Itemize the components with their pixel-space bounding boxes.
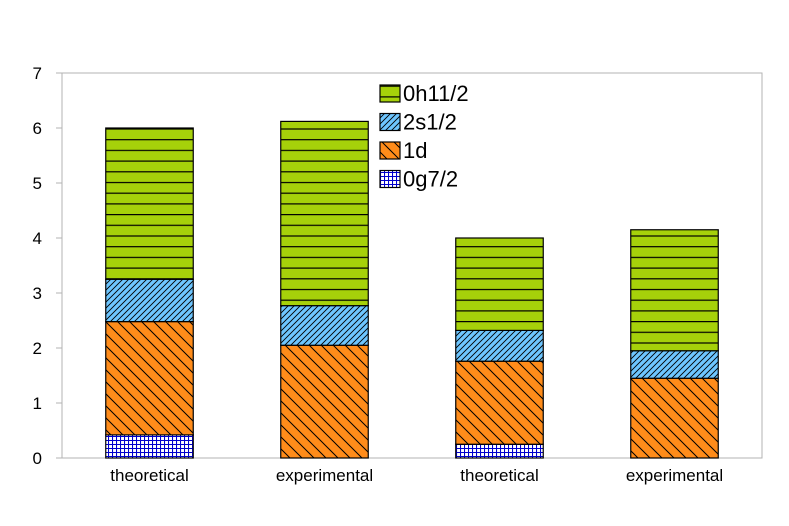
legend-label: 0g7/2 xyxy=(403,167,458,192)
bar-segment-0g7-2-1 xyxy=(105,434,194,459)
y-tick-label: 5 xyxy=(33,174,42,193)
bar-segment-0g7-2-3 xyxy=(455,443,544,459)
x-tick-label: theoretical xyxy=(460,466,538,485)
x-tick-label: experimental xyxy=(276,466,373,485)
legend-swatch xyxy=(379,112,401,132)
bar-segment-0h11-2-1 xyxy=(105,127,194,280)
bar-segment-2s1-2-4 xyxy=(630,350,719,379)
bar-segment-2s1-2-1 xyxy=(105,278,194,323)
y-tick-label: 7 xyxy=(33,64,42,83)
plot-area-frame xyxy=(61,72,763,459)
bar-segment-0h11-2-2 xyxy=(280,120,369,307)
legend-label: 2s1/2 xyxy=(403,110,457,135)
bar-segment-0h11-2-4 xyxy=(630,229,719,352)
x-tick-label: theoretical xyxy=(110,466,188,485)
bar-segment-1d-3 xyxy=(455,360,544,445)
bar-segment-2s1-2-2 xyxy=(280,305,369,346)
bar-segment-1d-4 xyxy=(630,377,719,459)
legend-label: 0h11/2 xyxy=(403,81,469,106)
x-tick-label: experimental xyxy=(626,466,723,485)
legend-label: 1d xyxy=(403,138,427,163)
legend-swatch xyxy=(379,84,401,103)
legend-swatch xyxy=(379,169,401,189)
bar-segment-0h11-2-3 xyxy=(455,237,544,332)
legend-swatch xyxy=(379,141,401,160)
y-tick-label: 4 xyxy=(33,229,42,248)
y-tick-label: 6 xyxy=(33,119,42,138)
bar-segment-1d-2 xyxy=(280,344,369,459)
y-tick-label: 3 xyxy=(33,284,42,303)
bar-segment-1d-1 xyxy=(105,321,194,436)
y-tick-label: 1 xyxy=(33,394,42,413)
y-tick-label: 0 xyxy=(33,449,42,468)
bar-segment-2s1-2-3 xyxy=(455,329,544,362)
y-tick-label: 2 xyxy=(33,339,42,358)
